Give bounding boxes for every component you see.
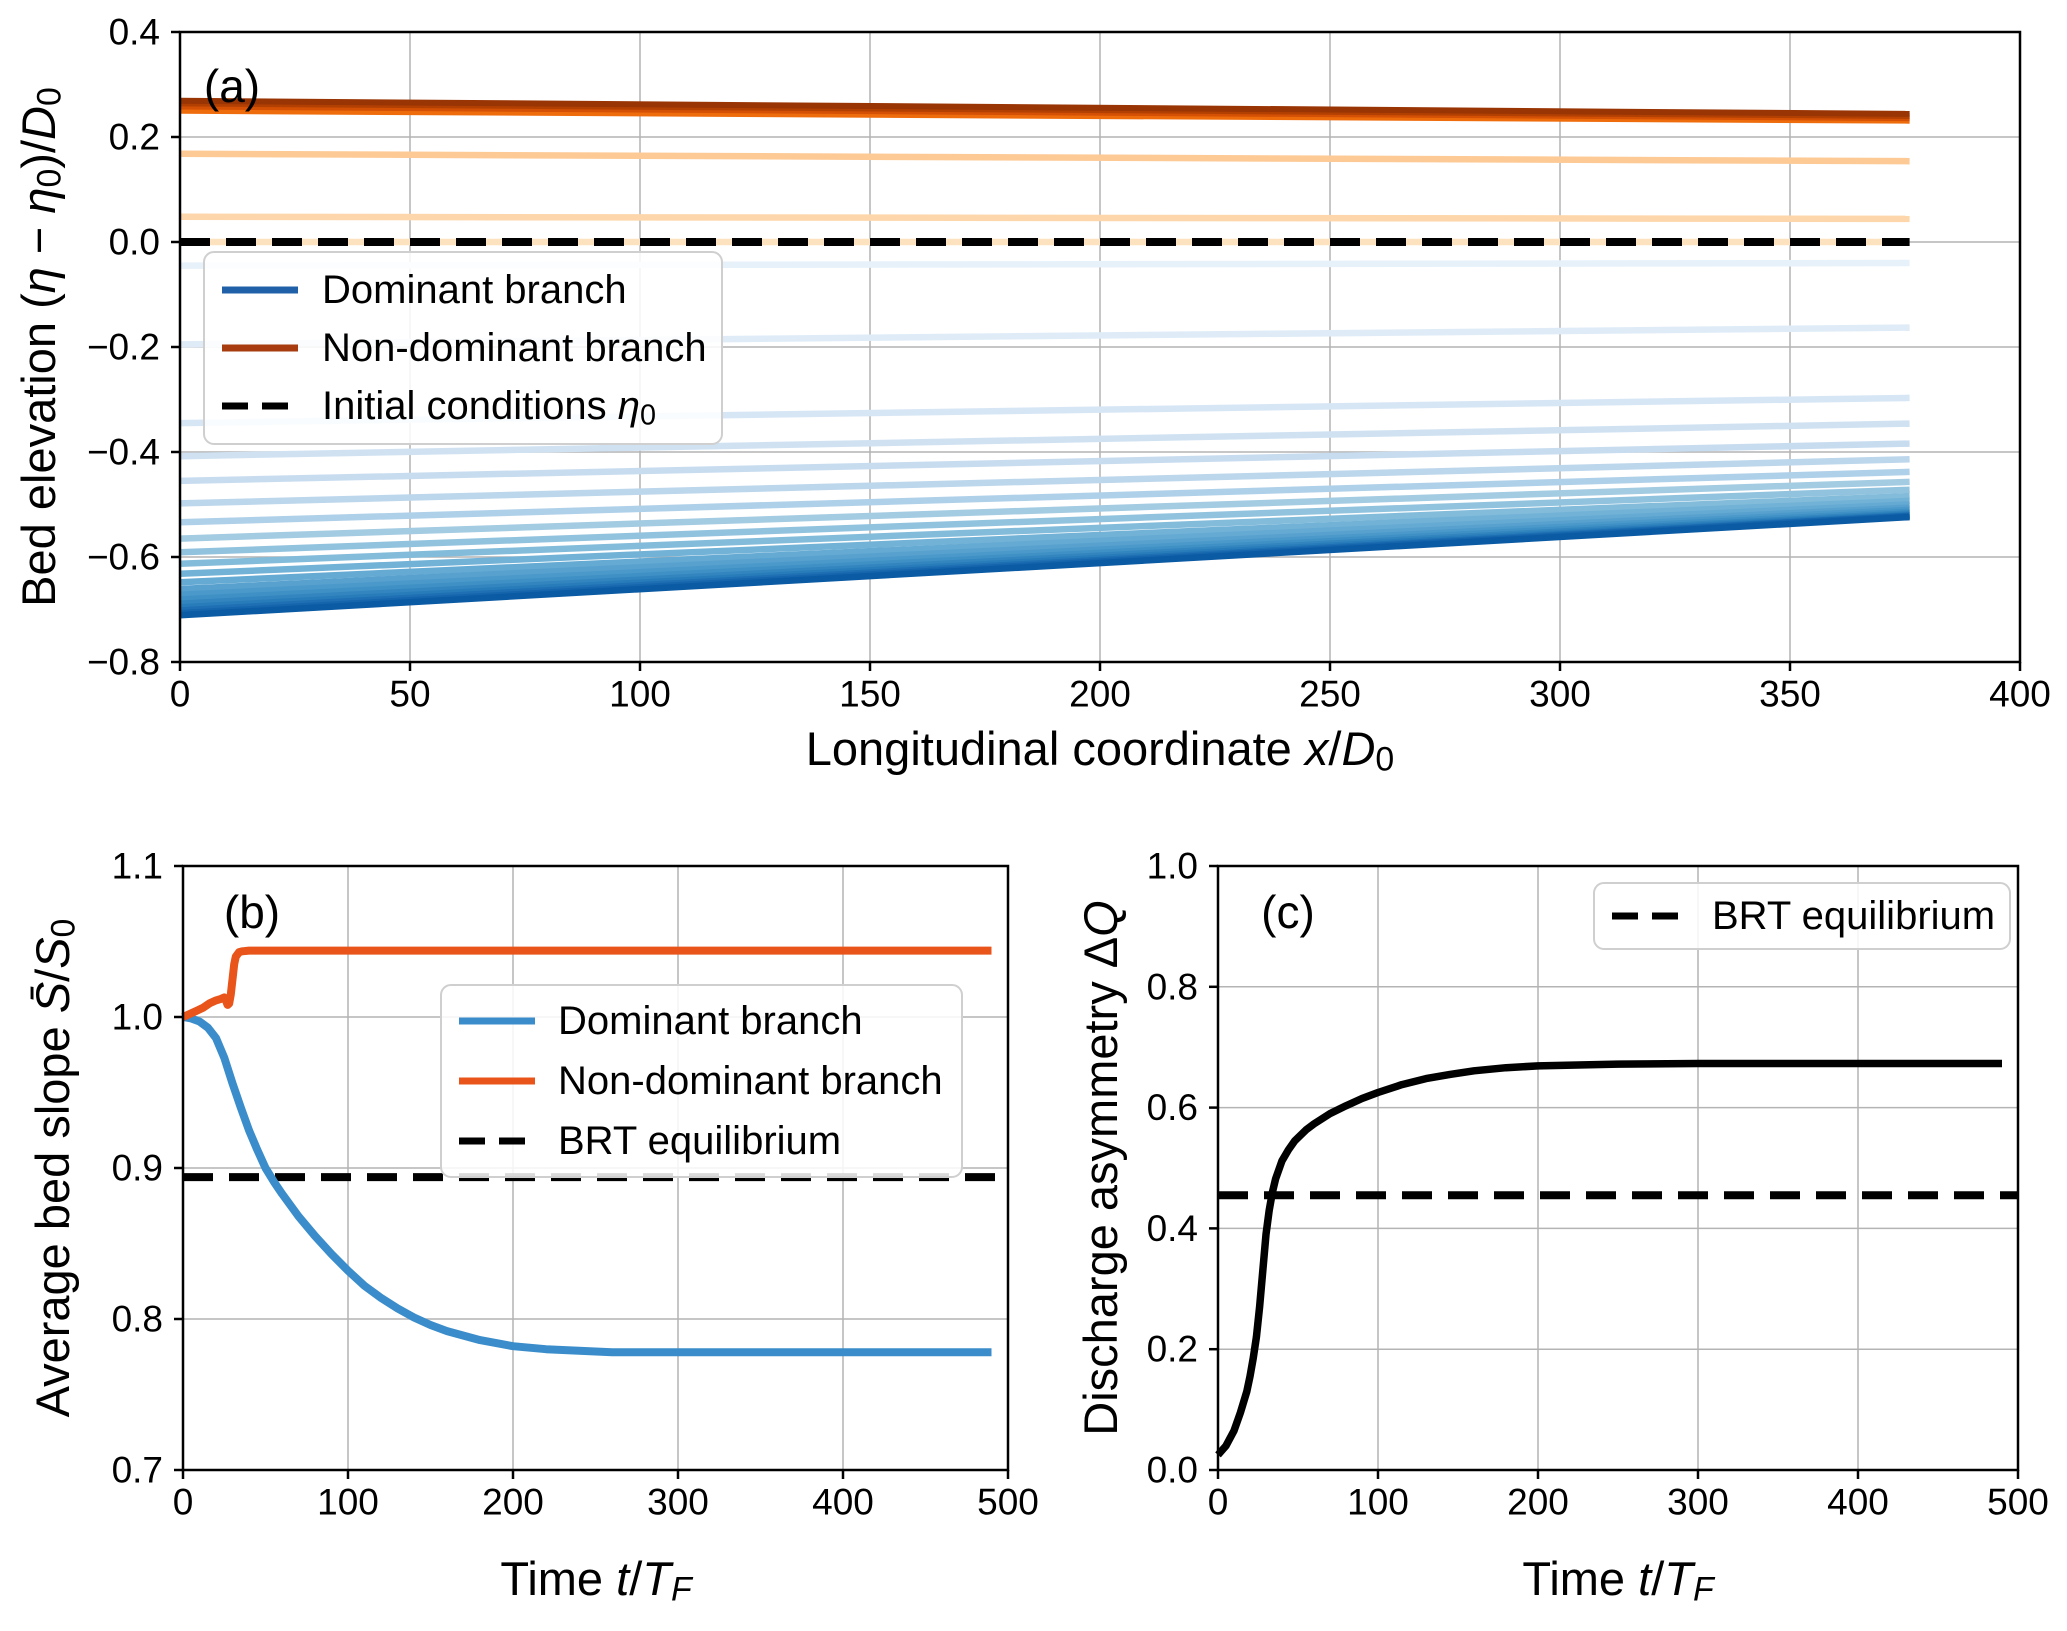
y-axis-label: Bed elevation (η − η0)/D0 bbox=[12, 87, 69, 607]
panel-a: 0 50 100 150 200 250 300 350 400 0.4 0.2 0.0 −0.2 −0.… bbox=[12, 12, 2051, 779]
x-tick-label: 300 bbox=[647, 1482, 709, 1523]
x-tick-label: 400 bbox=[812, 1482, 874, 1523]
x-axis-label: Longitudinal coordinate x/D0 bbox=[806, 722, 1394, 779]
y-tick-label: 0.8 bbox=[1147, 966, 1198, 1007]
panel-b-series bbox=[181, 946, 1008, 1357]
x-tick-label: 400 bbox=[1989, 674, 2051, 715]
panel-b-legend: Dominant branch Non-dominant branch BRT eq… bbox=[440, 984, 963, 1178]
dominant-snapshot-6 bbox=[179, 456, 1910, 507]
x-tick-label: 250 bbox=[1299, 674, 1361, 715]
dominant-snapshot-20 bbox=[179, 513, 1910, 619]
panel-letter-b: (b) bbox=[224, 886, 280, 938]
x-tick-label: 200 bbox=[1069, 674, 1131, 715]
x-tick-label: 100 bbox=[609, 674, 671, 715]
legend-label: Non-dominant branch bbox=[558, 1059, 943, 1103]
y-tick-label: 0.7 bbox=[112, 1450, 163, 1491]
dominant-snapshot-10 bbox=[179, 492, 1910, 568]
y-tick-label: 1.1 bbox=[112, 846, 163, 887]
x-tick-label: 0 bbox=[170, 674, 191, 715]
y-tick-label: −0.8 bbox=[87, 642, 160, 683]
y-tick-label: 1.0 bbox=[1147, 846, 1198, 887]
panel-c-series bbox=[1215, 1059, 2018, 1458]
dominant-branch-slope bbox=[182, 1013, 992, 1357]
x-tick-label: 350 bbox=[1759, 674, 1821, 715]
y-tick-label: 0.0 bbox=[1147, 1450, 1198, 1491]
y-tick-label: 0.6 bbox=[1147, 1087, 1198, 1128]
panel-c: 0 100 200 300 400 500 1.0 0.8 0.6 0.4 0.2 0.0 Time t… bbox=[1074, 846, 2049, 1609]
panel-b-ticks bbox=[174, 864, 1010, 1479]
nondominant-snapshot-3 bbox=[179, 150, 1910, 165]
x-tick-label: 500 bbox=[977, 1482, 1039, 1523]
y-tick-label: −0.2 bbox=[87, 327, 160, 368]
y-tick-label: −0.4 bbox=[87, 432, 160, 473]
panel-letter-c: (c) bbox=[1261, 886, 1315, 938]
x-axis-label: Time t/TF bbox=[500, 1552, 694, 1609]
x-tick-label: 0 bbox=[1208, 1482, 1229, 1523]
nondominant-snapshot-7 bbox=[179, 97, 1910, 117]
x-tick-label: 100 bbox=[317, 1482, 379, 1523]
nondominant-branch-slope bbox=[181, 946, 992, 1021]
x-tick-label: 150 bbox=[839, 674, 901, 715]
legend-label: Dominant branch bbox=[322, 268, 627, 312]
legend-label: BRT equilibrium bbox=[558, 1119, 841, 1163]
panel-c-ticks bbox=[1209, 864, 2020, 1479]
x-tick-label: 0 bbox=[173, 1482, 194, 1523]
y-tick-label: 0.4 bbox=[109, 12, 160, 53]
x-tick-label: 400 bbox=[1827, 1482, 1889, 1523]
legend-label: Dominant branch bbox=[558, 999, 863, 1043]
legend-box bbox=[203, 251, 723, 445]
x-tick-label: 100 bbox=[1347, 1482, 1409, 1523]
legend-label: Initial conditions η0 bbox=[322, 384, 656, 432]
legend-label: Non-dominant branch bbox=[322, 326, 707, 370]
dominant-snapshot-11 bbox=[179, 497, 1910, 578]
x-tick-label: 500 bbox=[1987, 1482, 2049, 1523]
dominant-snapshot-8 bbox=[179, 478, 1910, 542]
x-tick-label: 300 bbox=[1529, 674, 1591, 715]
legend-label: BRT equilibrium bbox=[1712, 894, 1995, 938]
y-tick-label: 1.0 bbox=[112, 997, 163, 1038]
legend-box bbox=[1593, 882, 2011, 950]
y-tick-label: 0.2 bbox=[1147, 1329, 1198, 1370]
x-tick-label: 200 bbox=[482, 1482, 544, 1523]
y-tick-label: 0.4 bbox=[1147, 1208, 1198, 1249]
x-tick-label: 300 bbox=[1667, 1482, 1729, 1523]
dominant-snapshot-5 bbox=[179, 440, 1910, 485]
y-tick-label: −0.6 bbox=[87, 537, 160, 578]
y-tick-label: 0.2 bbox=[109, 117, 160, 158]
dominant-snapshot-7 bbox=[179, 468, 1910, 526]
y-axis-label: Discharge asymmetry ΔQ bbox=[1074, 900, 1127, 1435]
panel-c-legend: BRT equilibrium bbox=[1593, 882, 2011, 950]
dominant-snapshot-12 bbox=[179, 501, 1910, 586]
y-tick-label: 0.0 bbox=[109, 222, 160, 263]
legend-box bbox=[440, 984, 963, 1178]
nondominant-snapshot-2 bbox=[179, 213, 1910, 223]
panel-b: 0 100 200 300 400 500 1.1 1.0 0.9 0.8 0.7 Time t/TF… bbox=[26, 846, 1039, 1609]
discharge-asymmetry bbox=[1215, 1059, 2002, 1458]
x-axis-label: Time t/TF bbox=[1522, 1552, 1716, 1609]
dominant-snapshot-9 bbox=[179, 486, 1910, 556]
panel-a-legend: Dominant branch Non-dominant branch Initia… bbox=[203, 251, 723, 445]
y-axis-label: Average bed slope S̄/S0 bbox=[26, 919, 83, 1418]
panel-c-spines bbox=[1216, 864, 2020, 1472]
y-tick-label: 0.8 bbox=[112, 1299, 163, 1340]
panel-a-ticks bbox=[171, 30, 2022, 671]
dominant-snapshot-4 bbox=[179, 420, 1910, 460]
x-tick-label: 200 bbox=[1507, 1482, 1569, 1523]
panel-letter-a: (a) bbox=[204, 60, 260, 112]
y-tick-label: 0.9 bbox=[112, 1148, 163, 1189]
x-tick-label: 50 bbox=[389, 674, 430, 715]
